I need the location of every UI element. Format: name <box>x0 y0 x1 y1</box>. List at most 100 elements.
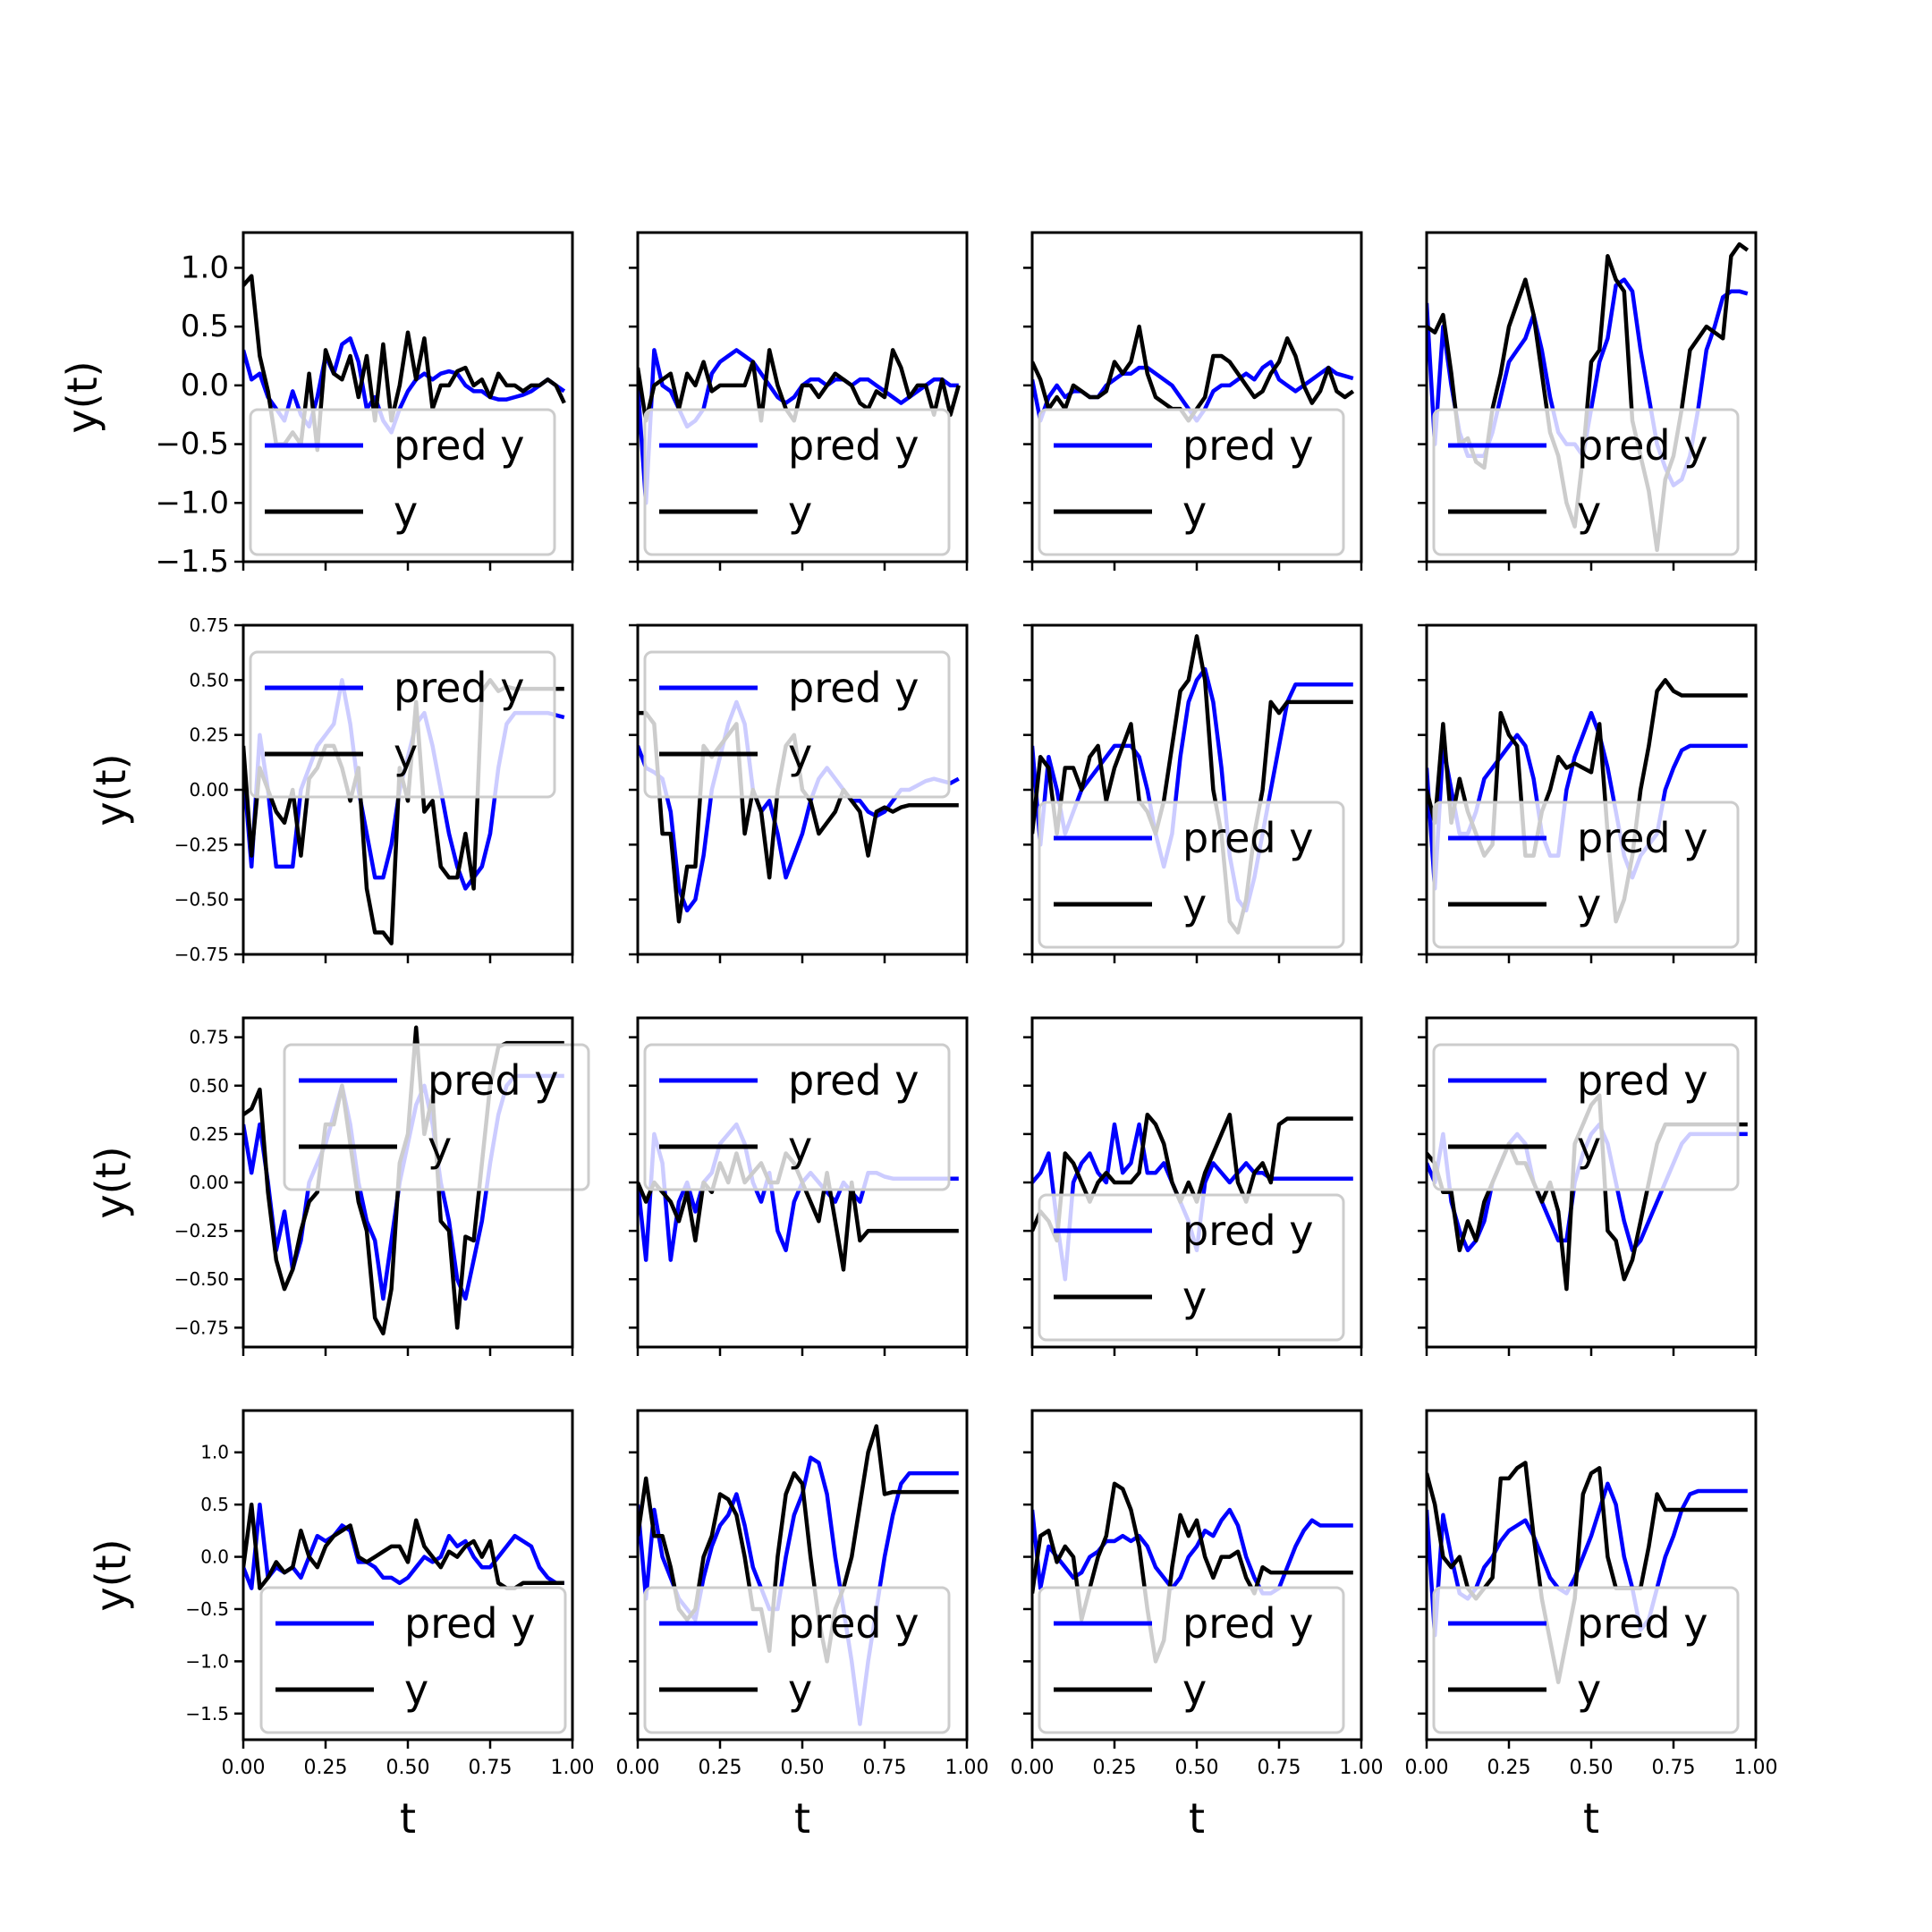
x-tick-label: 0.00 <box>1011 1757 1055 1779</box>
axes-frame <box>636 1016 969 1349</box>
subplot-r0-c2: pred y y <box>1023 231 1363 571</box>
axes-frame <box>1425 1409 1758 1741</box>
y-tick-label: 0.0 <box>200 1546 229 1568</box>
axes-frame <box>242 231 574 564</box>
y-tick-label: 0.25 <box>189 1123 229 1145</box>
legend: pred y y <box>249 650 556 799</box>
x-tick-label: 1.00 <box>1340 1757 1384 1779</box>
subplot-r0-c1: pred y y <box>629 231 969 571</box>
y-line <box>243 1502 564 1590</box>
legend-label-pred: pred y <box>788 421 919 470</box>
legend: pred y y <box>1432 408 1740 556</box>
legend-label-pred: pred y <box>788 1599 919 1648</box>
legend: pred y y <box>249 408 556 556</box>
subplot-r2-c0: 0.75 0.50 0.25 0.00 −0.25 −0.50 −0.75 pred y y y(… <box>87 1016 590 1356</box>
y-tick-label: −0.25 <box>174 834 229 855</box>
y-axis-label: y(t) <box>87 1146 135 1218</box>
legend-label-y: y <box>1182 1665 1207 1714</box>
y-axis-label: y(t) <box>87 1538 135 1611</box>
legend-label-pred: pred y <box>1577 421 1707 470</box>
legend-label-pred: pred y <box>788 664 919 712</box>
y-tick-label: −0.75 <box>174 1317 229 1338</box>
subplot-r2-c1: pred y y <box>629 1016 969 1356</box>
legend-label-pred: pred y <box>1577 1056 1707 1105</box>
axes-frame <box>1030 1016 1363 1349</box>
legend-label-y: y <box>1182 1273 1207 1321</box>
axes-frame <box>242 623 574 956</box>
legend-label-pred: pred y <box>394 664 524 712</box>
legend-label-y: y <box>1577 1665 1601 1714</box>
legend-label-pred: pred y <box>1182 1207 1313 1255</box>
subplot-r1-c1: pred y y <box>629 623 969 963</box>
y-line <box>638 348 961 423</box>
x-axis-label: t <box>794 1794 810 1843</box>
y-tick-label: 1.0 <box>181 250 229 285</box>
x-tick-label: 1.00 <box>945 1757 989 1779</box>
y-tick-label: −1.0 <box>185 1650 229 1672</box>
x-tick-label: 0.00 <box>616 1757 660 1779</box>
y-tick-label: 0.00 <box>189 1172 229 1193</box>
subplot-r1-c2: pred y y <box>1023 623 1363 963</box>
y-tick-label: 0.5 <box>181 309 229 344</box>
legend-label-y: y <box>1577 880 1601 928</box>
subplot-r2-c2: pred y y <box>1023 1016 1363 1356</box>
y-tick-label: −1.0 <box>155 485 229 521</box>
legend: pred y y <box>259 1586 567 1734</box>
x-tick-label: 0.50 <box>1175 1757 1219 1779</box>
axes-frame <box>1030 231 1363 564</box>
pred-y-line <box>243 1502 564 1590</box>
y-tick-label: 0.5 <box>200 1494 229 1515</box>
axes-frame <box>636 623 969 956</box>
y-tick-label: −1.5 <box>155 544 229 580</box>
subplot-r0-c0: 1.0 0.5 0.0 −0.5 −1.0 −1.5 pred y y y(t) <box>58 231 574 580</box>
legend: pred y y <box>1432 1043 1740 1191</box>
x-tick-label: 1.00 <box>1734 1757 1778 1779</box>
x-axis-label: t <box>1189 1794 1205 1843</box>
legend-label-pred: pred y <box>1182 1599 1313 1648</box>
legend: pred y y <box>1038 408 1345 556</box>
subplot-r1-c3: pred y y <box>1418 623 1758 963</box>
legend: pred y y <box>643 408 951 556</box>
legend-label-pred: pred y <box>428 1056 558 1105</box>
legend-label-y: y <box>394 730 418 778</box>
y-line <box>1032 1112 1353 1243</box>
y-tick-label: 0.75 <box>189 1027 229 1048</box>
legend-label-y: y <box>1577 487 1601 536</box>
x-tick-label: 0.25 <box>1487 1757 1531 1779</box>
y-line <box>1032 324 1355 423</box>
x-tick-label: 0.25 <box>699 1757 742 1779</box>
y-tick-label: 0.50 <box>189 1075 229 1097</box>
axes-frame <box>1425 1016 1758 1349</box>
legend-label-y: y <box>1182 880 1207 928</box>
legend: pred y y <box>1432 801 1740 949</box>
legend-label-pred: pred y <box>404 1599 535 1648</box>
y-axis-label: y(t) <box>87 753 135 826</box>
legend-label-y: y <box>1577 1123 1601 1171</box>
y-axis-label: y(t) <box>58 360 106 433</box>
y-tick-label: 0.75 <box>189 614 229 636</box>
y-tick-label: 0.00 <box>189 779 229 801</box>
legend-label-y: y <box>1182 487 1207 536</box>
x-tick-label: 1.00 <box>551 1757 595 1779</box>
x-axis-label: t <box>1583 1794 1599 1843</box>
x-tick-label: 0.75 <box>1258 1757 1301 1779</box>
legend-label-y: y <box>428 1123 452 1171</box>
x-tick-label: 0.00 <box>1405 1757 1449 1779</box>
legend: pred y y <box>1038 1586 1345 1734</box>
legend-label-y: y <box>788 1665 812 1714</box>
axes-frame <box>1425 623 1758 956</box>
axes-frame <box>636 231 969 564</box>
axes-frame <box>1030 1409 1363 1741</box>
axes-frame <box>1425 231 1758 564</box>
subplot-r1-c0: 0.75 0.50 0.25 0.00 −0.25 −0.50 −0.75 pred y y y(… <box>87 614 574 965</box>
y-tick-label: −0.75 <box>174 944 229 965</box>
x-tick-label: 0.75 <box>863 1757 907 1779</box>
subplot-r3-c2: 0.00 0.25 0.50 0.75 1.00 pred y y t <box>1011 1409 1384 1843</box>
legend-label-y: y <box>788 730 812 778</box>
subplot-r3-c3: 0.00 0.25 0.50 0.75 1.00 pred y y t <box>1405 1409 1778 1843</box>
legend: pred y y <box>283 1043 590 1191</box>
subplot-r3-c1: 0.00 0.25 0.50 0.75 1.00 pred y y t <box>616 1409 989 1843</box>
y-tick-label: 0.50 <box>189 669 229 691</box>
legend: pred y y <box>1432 1586 1740 1734</box>
legend-label-y: y <box>788 487 812 536</box>
